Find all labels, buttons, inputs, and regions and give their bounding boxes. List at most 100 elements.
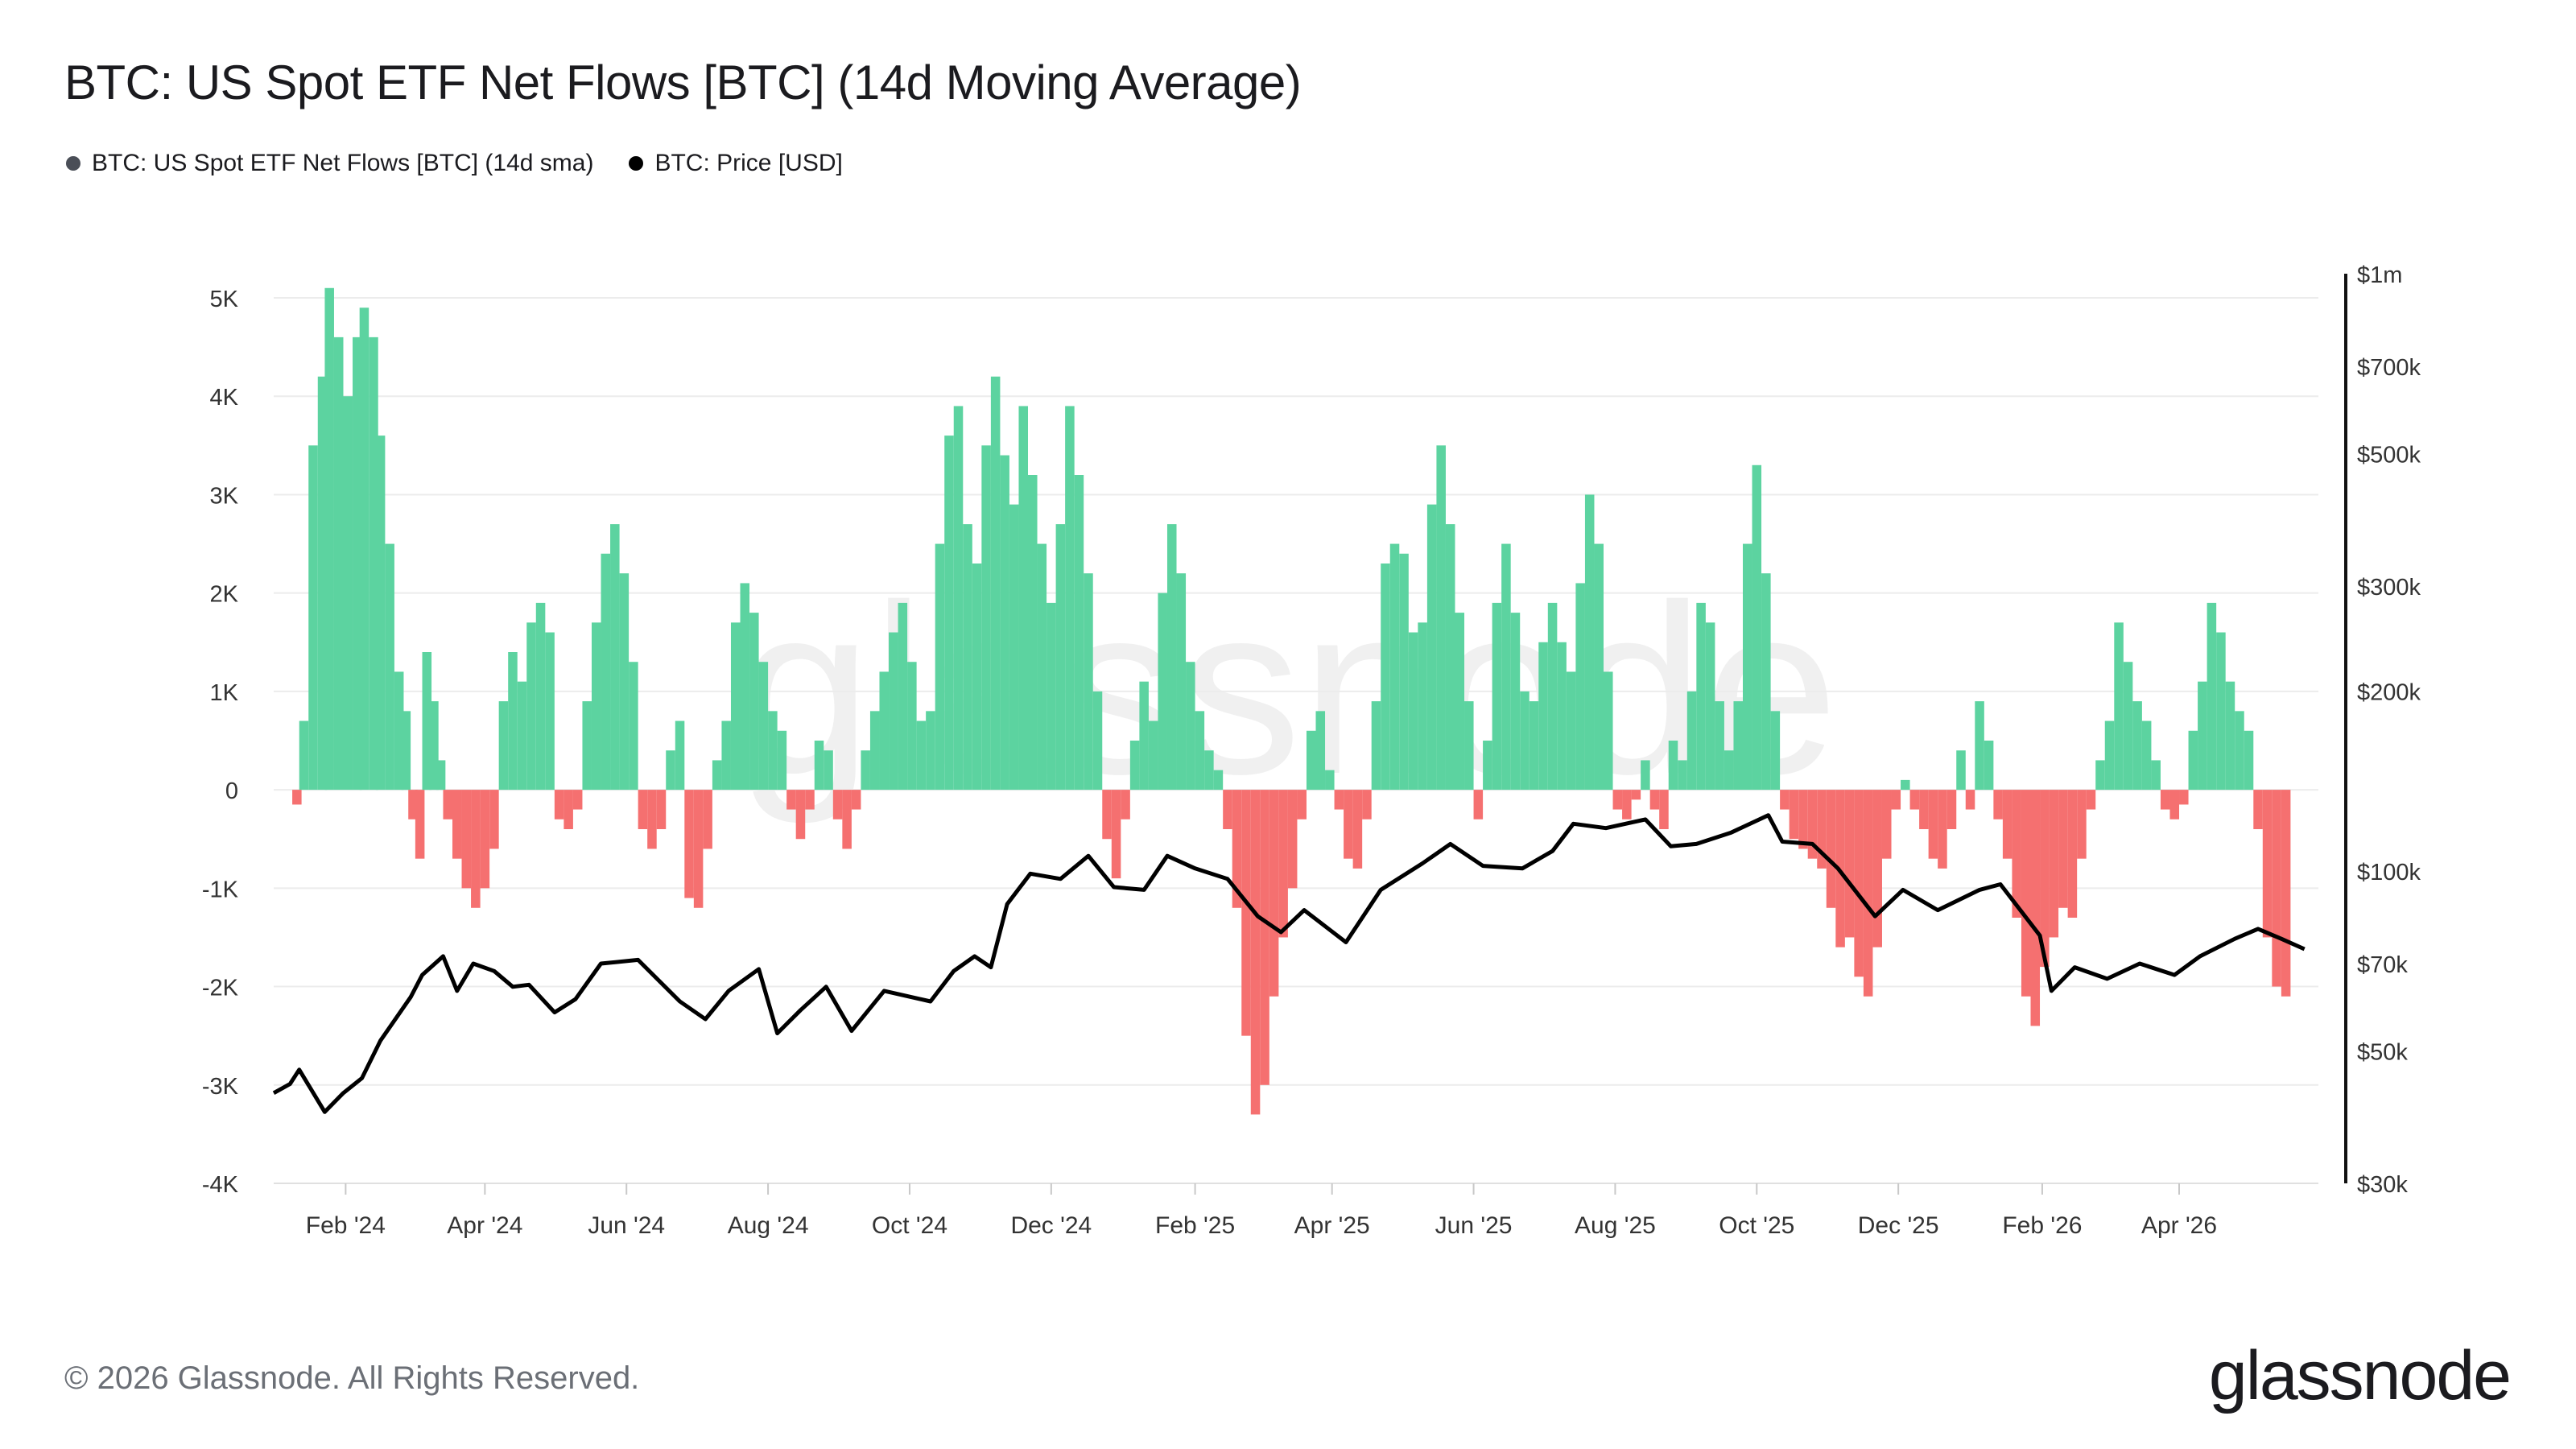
flow-bar <box>1492 602 1502 791</box>
flow-bar <box>1121 790 1130 819</box>
flow-bar <box>2244 730 2254 791</box>
flow-bar <box>1371 701 1381 791</box>
flow-bar <box>1705 622 1715 791</box>
y-right-tick-label: $1m <box>2357 262 2402 288</box>
flow-bar <box>1659 790 1669 829</box>
flow-bar <box>1186 662 1195 791</box>
flow-bar <box>1965 790 1975 810</box>
x-tick-label: Jun '25 <box>1435 1212 1513 1239</box>
flow-bar <box>436 760 446 791</box>
flow-bar <box>842 790 852 849</box>
flow-bar <box>1204 750 1214 791</box>
flow-bar <box>1547 602 1558 791</box>
flow-bar <box>972 564 982 791</box>
flow-bar <box>1408 632 1418 791</box>
flow-bar <box>535 602 546 791</box>
flow-bar <box>795 790 806 840</box>
flow-bar <box>1678 760 1687 791</box>
flow-bar <box>1817 790 1827 869</box>
flow-bar <box>786 790 796 810</box>
flow-bar <box>1065 406 1075 791</box>
flow-bar <box>601 553 611 791</box>
flow-bar <box>1046 602 1056 791</box>
flow-bar <box>1501 543 1511 791</box>
flow-bar <box>2114 622 2124 791</box>
flow-bar <box>385 543 394 791</box>
flow-bar <box>619 573 630 791</box>
x-tick-label: Oct '25 <box>1719 1212 1794 1239</box>
legend: BTC: US Spot ETF Net Flows [BTC] (14d sm… <box>66 150 843 177</box>
y-left-tick-label: -2K <box>202 976 239 1001</box>
flow-bar <box>2253 790 2263 829</box>
flow-bar <box>2021 790 2031 997</box>
flow-bar <box>1612 790 1623 810</box>
flow-bar <box>666 750 675 791</box>
flow-bar <box>721 720 731 791</box>
flow-bar <box>712 760 722 791</box>
flow-bar <box>317 376 328 791</box>
flow-bar <box>1325 770 1335 791</box>
flow-bar <box>1028 475 1038 791</box>
flow-bar <box>851 790 861 810</box>
flow-bar <box>1009 504 1019 791</box>
flow-bar <box>2141 720 2152 791</box>
y-right-tick-label: $200k <box>2357 680 2421 706</box>
flow-bar <box>1176 573 1187 791</box>
flow-bar <box>610 524 620 791</box>
flow-bar <box>1631 790 1641 800</box>
flow-bar <box>1742 543 1752 791</box>
flow-bar <box>582 701 592 791</box>
flow-bar <box>2160 790 2170 810</box>
flow-bar <box>1938 790 1947 869</box>
flow-bar <box>777 730 787 791</box>
flow-bar <box>1399 553 1409 791</box>
flow-bar <box>2104 720 2115 791</box>
legend-item-flows[interactable]: BTC: US Spot ETF Net Flows [BTC] (14d sm… <box>66 150 593 177</box>
y-left-tick-label: 5K <box>210 287 239 312</box>
flow-bar <box>1483 741 1492 791</box>
legend-dot-flows <box>66 156 80 171</box>
y-right-tick-label: $50k <box>2357 1039 2408 1065</box>
y-left-tick-label: -4K <box>202 1172 239 1198</box>
y-left-tick-label: 2K <box>210 582 239 608</box>
flow-bar <box>1232 790 1242 908</box>
x-tick-label: Oct '24 <box>872 1212 947 1239</box>
flow-bar <box>2077 790 2087 859</box>
flow-bar <box>953 406 964 791</box>
legend-item-price[interactable]: BTC: Price [USD] <box>629 150 843 177</box>
flow-bar <box>1436 445 1446 791</box>
flow-bar <box>990 376 1001 791</box>
flow-bar <box>1770 711 1781 791</box>
flow-bar <box>443 790 452 819</box>
flow-bar <box>1919 790 1929 829</box>
flow-bar <box>916 720 927 791</box>
flow-bar <box>1604 671 1613 791</box>
flow-bar <box>2207 602 2217 791</box>
flow-bar <box>343 396 353 791</box>
x-tick-label: Apr '26 <box>2141 1212 2217 1239</box>
flow-bar <box>1344 790 1353 859</box>
flow-bar <box>935 543 945 791</box>
legend-label-price: BTC: Price [USD] <box>654 150 843 176</box>
flow-bar <box>638 790 648 829</box>
flow-bar <box>1901 779 1910 791</box>
flow-bar <box>1269 790 1279 997</box>
flow-bar <box>2095 760 2105 791</box>
flow-bar <box>1909 790 1920 810</box>
flow-bar <box>684 790 694 898</box>
flow-bar <box>1074 475 1084 791</box>
flow-bar <box>2067 790 2078 918</box>
x-tick-label: Feb '24 <box>306 1212 386 1239</box>
flow-bar <box>1166 524 1177 791</box>
flow-bar <box>1445 524 1455 791</box>
legend-dot-price <box>629 156 644 171</box>
flow-bar <box>375 436 386 791</box>
flow-bar <box>1000 455 1009 791</box>
x-tick-label: Apr '25 <box>1294 1212 1370 1239</box>
flow-bar <box>944 436 954 791</box>
flow-bar <box>2012 790 2021 918</box>
y-right-tick-label: $70k <box>2357 952 2408 978</box>
flow-bar <box>749 613 759 791</box>
y-right-tick-label: $30k <box>2357 1172 2408 1198</box>
